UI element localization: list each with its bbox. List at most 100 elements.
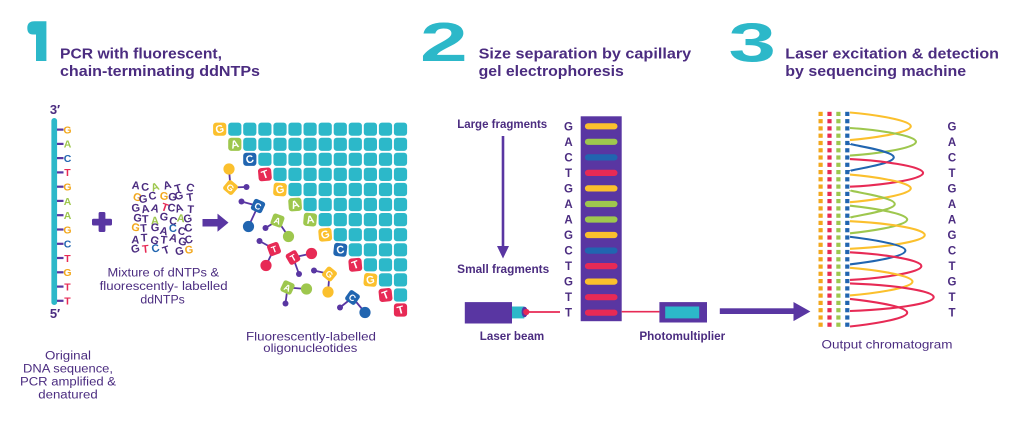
svg-text:C: C (336, 244, 346, 257)
svg-text:G: G (63, 124, 71, 136)
svg-text:G: G (564, 277, 573, 289)
svg-text:A: A (564, 215, 572, 227)
svg-text:G: G (131, 202, 141, 215)
svg-text:T: T (140, 223, 148, 235)
svg-text:T: T (260, 168, 271, 182)
svg-text:G: G (63, 182, 71, 194)
svg-text:G: G (159, 211, 169, 224)
svg-text:A: A (273, 215, 283, 227)
svg-text:G: G (564, 183, 573, 195)
svg-text:T: T (64, 296, 71, 308)
svg-text:2: 2 (420, 12, 468, 73)
svg-text:G: G (130, 221, 141, 234)
svg-text:T: T (396, 304, 406, 317)
svg-text:Laser beam: Laser beam (480, 331, 544, 343)
svg-text:G: G (177, 235, 188, 249)
svg-text:G: G (131, 191, 143, 205)
svg-text:G: G (182, 212, 193, 226)
svg-text:C: C (184, 181, 195, 195)
svg-text:gel electrophoresis: gel electrophoresis (479, 64, 624, 80)
svg-text:C: C (64, 239, 72, 251)
svg-text:A: A (230, 138, 241, 152)
svg-text:by sequencing machine: by sequencing machine (785, 64, 966, 80)
svg-text:G: G (224, 182, 236, 194)
svg-text:G: G (323, 268, 335, 280)
svg-text:A: A (948, 137, 956, 149)
svg-text:A: A (948, 215, 956, 227)
svg-text:G: G (365, 274, 376, 287)
svg-text:Large fragments: Large fragments (457, 119, 547, 131)
svg-text:T: T (565, 292, 572, 304)
svg-text:T: T (948, 261, 955, 273)
svg-text:C: C (148, 190, 158, 203)
svg-text:5′: 5′ (50, 306, 60, 321)
svg-text:T: T (288, 252, 298, 264)
svg-text:A: A (64, 210, 72, 222)
svg-text:T: T (142, 214, 149, 226)
svg-text:G: G (214, 123, 225, 137)
svg-text:G: G (138, 193, 148, 206)
svg-text:C: C (183, 233, 194, 247)
svg-text:C: C (948, 152, 956, 164)
svg-text:T: T (160, 234, 168, 247)
svg-text:G: G (149, 234, 161, 248)
svg-text:A: A (282, 282, 293, 294)
svg-text:PCR with fluorescent,: PCR with fluorescent, (60, 47, 222, 63)
svg-text:G: G (174, 190, 185, 204)
svg-text:A: A (150, 202, 161, 216)
svg-text:Original: Original (45, 351, 91, 363)
svg-text:Output chromatogram: Output chromatogram (822, 338, 953, 352)
svg-text:G: G (948, 183, 957, 195)
svg-text:A: A (290, 198, 301, 212)
svg-text:chain-terminating ddNTPs: chain-terminating ddNTPs (60, 64, 260, 80)
svg-text:T: T (161, 244, 172, 258)
svg-text:C: C (64, 153, 72, 165)
svg-text:oligonucleotides: oligonucleotides (263, 341, 357, 355)
svg-text:T: T (270, 244, 279, 255)
svg-text:T: T (948, 292, 955, 304)
svg-text:A: A (564, 199, 572, 211)
svg-text:G: G (159, 190, 168, 202)
svg-text:C: C (183, 222, 193, 235)
svg-text:G: G (151, 222, 160, 234)
svg-text:T: T (350, 258, 361, 272)
svg-text:T: T (565, 308, 572, 320)
svg-text:3′: 3′ (50, 102, 60, 117)
svg-text:ddNTPs: ddNTPs (140, 294, 185, 306)
svg-text:C: C (150, 242, 161, 256)
svg-text:C: C (253, 200, 264, 212)
svg-text:C: C (564, 152, 572, 164)
svg-text:G: G (168, 191, 177, 203)
svg-text:A: A (140, 203, 150, 216)
svg-text:T: T (187, 204, 195, 216)
svg-text:3: 3 (729, 12, 776, 73)
svg-text:A: A (131, 180, 140, 193)
svg-text:T: T (948, 308, 955, 320)
svg-text:C: C (168, 215, 178, 228)
svg-text:C: C (347, 292, 358, 304)
svg-text:A: A (564, 137, 572, 149)
svg-text:G: G (63, 224, 71, 236)
svg-text:Small fragments: Small fragments (457, 264, 549, 276)
svg-text:C: C (141, 181, 150, 194)
svg-text:G: G (184, 244, 194, 257)
svg-text:G: G (564, 121, 573, 133)
svg-text:fluorescently- labelled: fluorescently- labelled (100, 281, 228, 293)
svg-text:G: G (275, 183, 286, 196)
svg-text:A: A (150, 181, 161, 195)
svg-text:T: T (173, 182, 183, 195)
svg-text:G: G (564, 230, 573, 242)
svg-text:Mixture of dNTPs &: Mixture of dNTPs & (108, 267, 220, 279)
svg-text:G: G (174, 245, 185, 259)
svg-text:A: A (151, 215, 159, 227)
svg-text:C: C (169, 223, 178, 235)
svg-text:denatured: denatured (38, 390, 98, 402)
svg-text:A: A (305, 214, 315, 227)
svg-text:T: T (140, 232, 148, 244)
svg-text:A: A (131, 234, 140, 247)
svg-text:T: T (64, 281, 71, 293)
svg-text:G: G (948, 230, 957, 242)
svg-text:G: G (319, 228, 331, 242)
svg-text:C: C (948, 246, 956, 258)
svg-text:PCR amplified &: PCR amplified & (20, 377, 116, 389)
